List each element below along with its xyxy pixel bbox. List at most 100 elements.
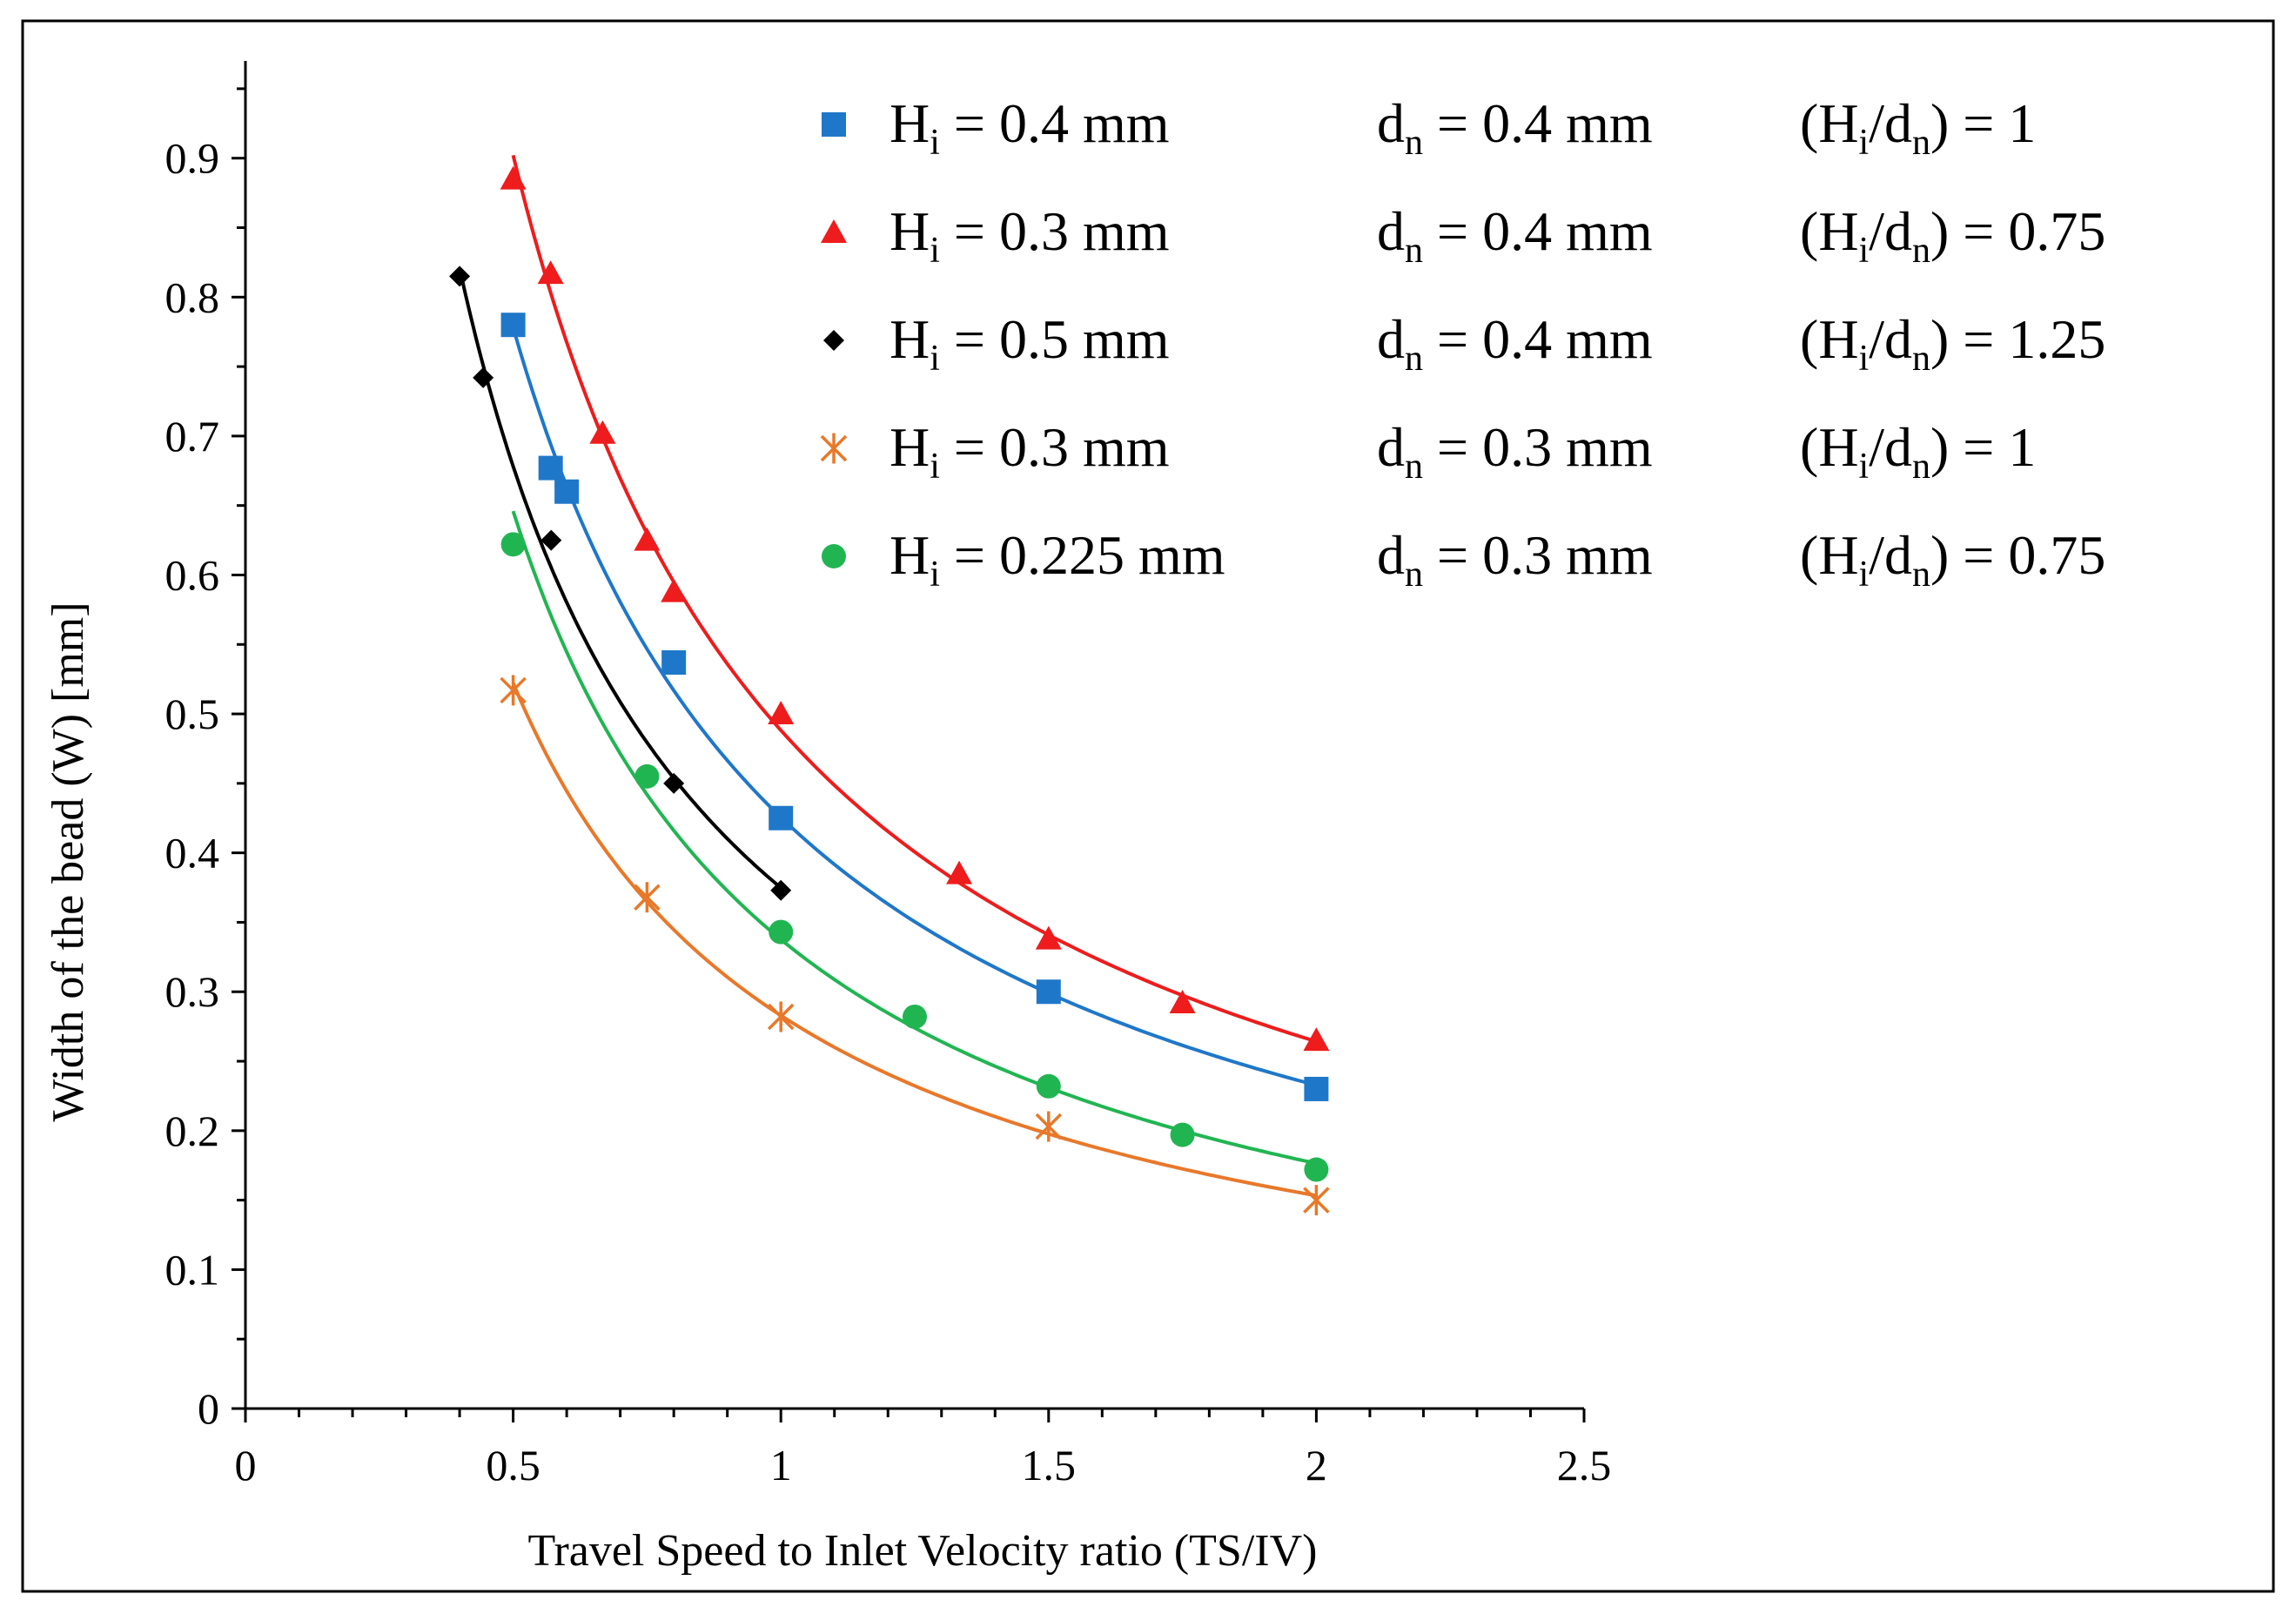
legend-text-part: d xyxy=(1377,308,1405,370)
x-tick-label: 1.5 xyxy=(1022,1441,1077,1490)
data-point-s1 xyxy=(554,479,580,504)
y-tick-label: 0.8 xyxy=(165,272,220,321)
y-tick-label: 0.6 xyxy=(165,550,220,599)
legend-subscript: n xyxy=(1405,123,1423,163)
legend-hi: Hi = 0.3 mm xyxy=(890,200,1170,271)
legend-subscript: n xyxy=(1912,231,1930,271)
data-point-s2 xyxy=(537,260,564,285)
legend-text-part: d xyxy=(1377,524,1405,586)
x-axis-label: Travel Speed to Inlet Velocity ratio (TS… xyxy=(528,1526,1318,1576)
data-point-s1 xyxy=(500,313,526,338)
data-point-s2 xyxy=(661,578,688,602)
legend-text-part: /d xyxy=(1869,200,1912,262)
data-point-s5 xyxy=(634,763,660,789)
legend-hi: Hi = 0.3 mm xyxy=(890,416,1170,487)
data-point-s4 xyxy=(767,1001,795,1032)
data-point-s1 xyxy=(1304,1076,1329,1101)
legend-text-part: ) = 1.25 xyxy=(1930,308,2105,370)
data-markers xyxy=(449,165,1330,1216)
data-point-s1 xyxy=(538,455,563,481)
legend-text-part: ) = 0.75 xyxy=(1930,524,2105,586)
y-tick-label: 0.9 xyxy=(165,134,220,183)
data-point-s1 xyxy=(769,805,794,831)
data-point-s3 xyxy=(663,772,685,794)
legend-text-part: /d xyxy=(1869,416,1912,478)
legend-text-part: (H xyxy=(1800,524,1859,586)
legend-text-part: (H xyxy=(1800,308,1859,370)
y-tick-label: 0.3 xyxy=(165,967,220,1016)
legend-entry-3: Hi = 0.5 mm dn = 0.4 mm (Hi/dn) = 1.25 xyxy=(823,308,2105,379)
legend-entry-2: Hi = 0.3 mm dn = 0.4 mm (Hi/dn) = 0.75 xyxy=(821,200,2105,271)
legend-text-part: /d xyxy=(1869,92,1912,154)
legend-subscript: n xyxy=(1912,339,1930,379)
legend-hi: Hi = 0.5 mm xyxy=(890,308,1170,379)
data-point-s5 xyxy=(1036,1073,1061,1099)
legend-marker xyxy=(821,219,847,243)
figure-frame xyxy=(21,19,2275,1593)
legend-text-part: H xyxy=(890,308,930,370)
legend-text-part: = 0.4 mm xyxy=(1423,92,1653,154)
legend-text-part: (H xyxy=(1800,416,1859,478)
legend-text-part: /d xyxy=(1869,308,1912,370)
legend-subscript: n xyxy=(1405,339,1423,379)
y-tick-label: 0.4 xyxy=(165,829,220,878)
legend-entry-1: Hi = 0.4 mm dn = 0.4 mm (Hi/dn) = 1 xyxy=(822,92,2036,163)
data-point-s3 xyxy=(770,879,792,901)
data-point-s2 xyxy=(1303,1027,1330,1052)
legend-marker xyxy=(823,330,844,351)
legend-text-part: H xyxy=(890,416,930,478)
legend-text-part: (H xyxy=(1800,92,1859,154)
data-point-s2 xyxy=(1169,990,1196,1014)
legend-text-part: = 0.3 mm xyxy=(940,416,1170,478)
legend-text-part: H xyxy=(890,200,930,262)
legend-dn: dn = 0.4 mm xyxy=(1377,92,1653,163)
legend-dn: dn = 0.3 mm xyxy=(1377,524,1653,595)
legend-ratio: (Hi/dn) = 1 xyxy=(1800,92,2036,163)
axes: 0 0.1 0.2 0.3 0.4 0.5 0.6 0.7 0.8 0.9 0 0.5 1 1.5 2 2.5 xyxy=(165,61,1611,1490)
legend-subscript: n xyxy=(1912,123,1930,163)
x-tick-label: 0 xyxy=(235,1441,257,1490)
y-axis-label: Width of the bead (W) [mm] xyxy=(44,602,93,1121)
legend-subscript: i xyxy=(1859,555,1870,595)
legend-text-part: d xyxy=(1377,200,1405,262)
y-tick-label: 0.1 xyxy=(165,1245,220,1294)
legend-hi: Hi = 0.225 mm xyxy=(890,524,1225,595)
legend: Hi = 0.4 mm dn = 0.4 mm (Hi/dn) = 1Hi = 0.… xyxy=(820,92,2105,595)
data-point-s2 xyxy=(946,860,973,884)
data-point-s3 xyxy=(449,266,471,287)
legend-text-part: = 0.4 mm xyxy=(1423,200,1653,262)
legend-text-part: d xyxy=(1377,92,1405,154)
legend-text-part: = 0.225 mm xyxy=(940,524,1225,586)
legend-text-part: d xyxy=(1377,416,1405,478)
data-point-s3 xyxy=(473,367,494,388)
data-point-s1 xyxy=(661,650,687,676)
legend-text-part: = 0.4 mm xyxy=(1423,308,1653,370)
data-point-s5 xyxy=(500,532,526,557)
legend-dn: dn = 0.4 mm xyxy=(1377,308,1653,379)
legend-text-part: = 0.3 mm xyxy=(1423,416,1653,478)
legend-text-part: H xyxy=(890,524,930,586)
data-point-s5 xyxy=(903,1004,927,1029)
data-point-s2 xyxy=(589,420,616,444)
legend-subscript: n xyxy=(1912,555,1930,595)
data-point-s2 xyxy=(500,165,527,190)
x-tick-label: 0.5 xyxy=(486,1441,540,1490)
legend-entry-4: Hi = 0.3 mm dn = 0.3 mm (Hi/dn) = 1 xyxy=(820,416,2036,487)
y-tick-label: 0.5 xyxy=(165,689,220,738)
data-point-s3 xyxy=(540,529,562,551)
legend-text-part: = 0.3 mm xyxy=(940,200,1170,262)
data-point-s1 xyxy=(1036,979,1061,1005)
data-point-s2 xyxy=(768,701,795,725)
fit-curve-3 xyxy=(458,267,782,890)
legend-ratio: (Hi/dn) = 0.75 xyxy=(1800,200,2105,271)
legend-dn: dn = 0.4 mm xyxy=(1377,200,1653,271)
legend-subscript: i xyxy=(1859,447,1870,487)
legend-subscript: i xyxy=(930,231,940,271)
legend-text-part: = 0.4 mm xyxy=(940,92,1170,154)
legend-subscript: i xyxy=(930,339,940,379)
data-point-s5 xyxy=(1170,1122,1195,1147)
data-point-s5 xyxy=(1304,1157,1329,1182)
x-tick-label: 1 xyxy=(770,1441,792,1490)
legend-subscript: n xyxy=(1405,555,1423,595)
